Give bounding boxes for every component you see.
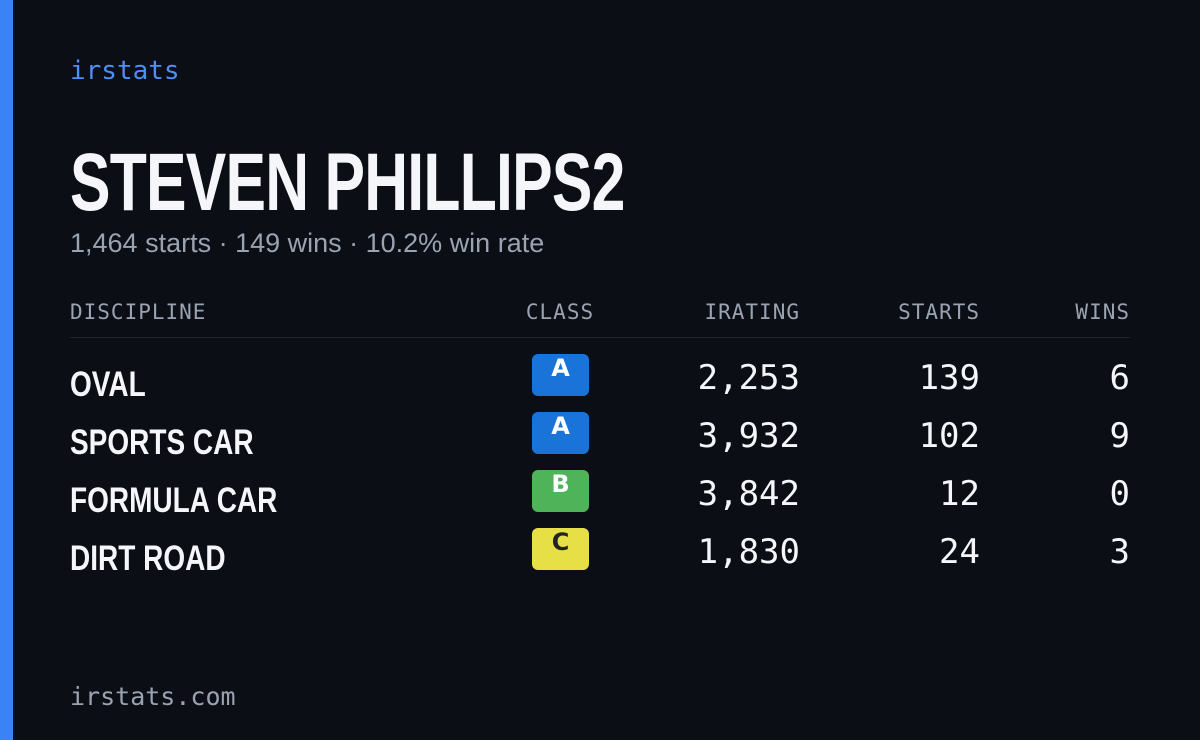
irating: 3,842 [697, 474, 800, 514]
column-header: STARTS [898, 300, 980, 324]
irating: 1,830 [697, 532, 800, 572]
wins: 6 [1109, 358, 1130, 398]
discipline: FORMULA CAR [70, 481, 278, 520]
footer-url: irstats.com [70, 682, 236, 711]
irating: 3,932 [697, 416, 800, 456]
starts: 139 [918, 358, 980, 398]
class-badge: A [532, 412, 589, 454]
wins: 9 [1109, 416, 1130, 456]
discipline: DIRT ROAD [70, 539, 226, 578]
discipline: SPORTS CAR [70, 423, 254, 462]
starts: 12 [939, 474, 980, 514]
column-header: WINS [1075, 300, 1130, 324]
accent-bar [0, 0, 13, 740]
column-header: IRATING [704, 300, 800, 324]
wins: 0 [1109, 474, 1130, 514]
class-badge: C [532, 528, 589, 570]
class-badge: A [532, 354, 589, 396]
irating: 2,253 [697, 358, 800, 398]
brand: irstats [70, 56, 180, 86]
discipline: OVAL [70, 365, 146, 404]
wins: 3 [1109, 532, 1130, 572]
divider [70, 337, 1130, 338]
class-badge: B [532, 470, 589, 512]
starts: 24 [939, 532, 980, 572]
column-header: DISCIPLINE [70, 300, 207, 324]
starts: 102 [918, 416, 980, 456]
column-header: CLASS [525, 300, 595, 324]
driver-name: STEVEN PHILLIPS2 [70, 137, 625, 228]
summary: 1,464 starts · 149 wins · 10.2% win rate [70, 228, 545, 258]
